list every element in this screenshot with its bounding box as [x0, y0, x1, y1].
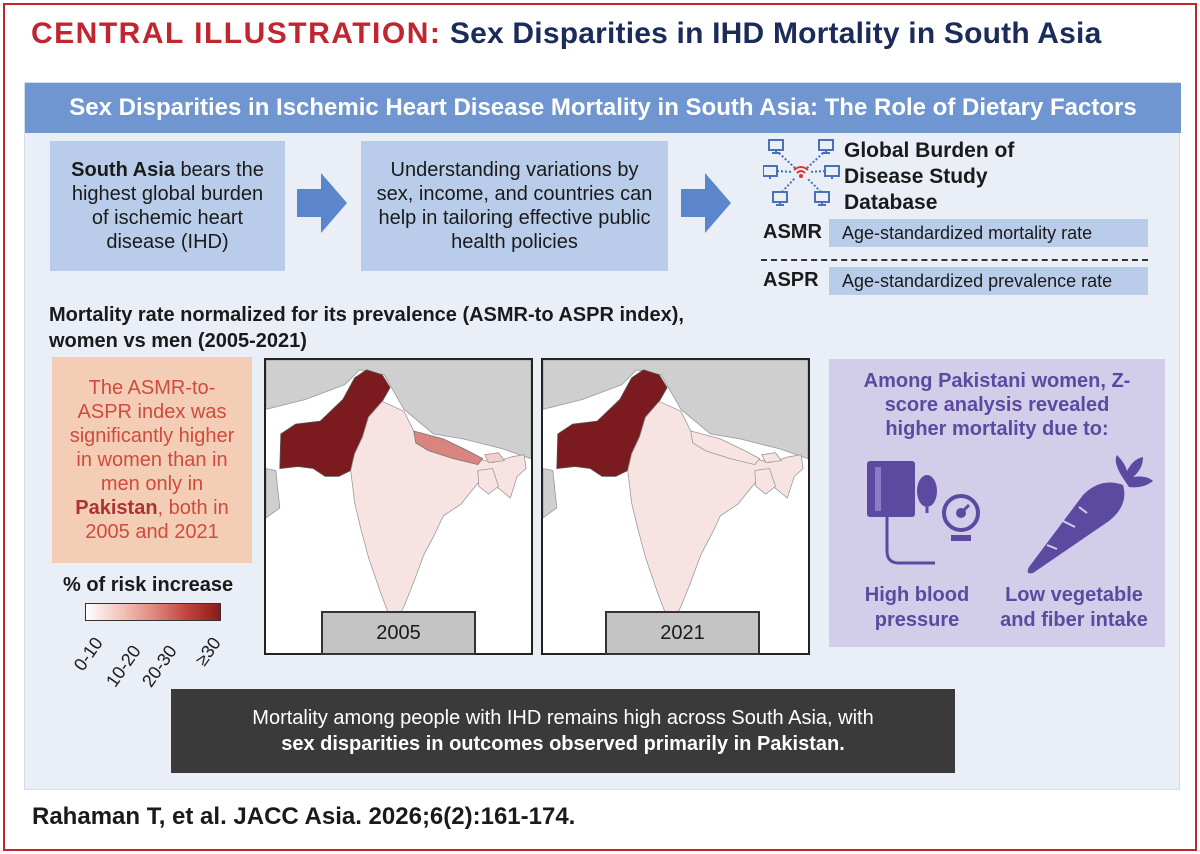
map-year-2021: 2021	[605, 611, 760, 655]
header: CENTRAL ILLUSTRATION: Sex Disparities in…	[5, 5, 1195, 63]
section-title-line2: women vs men (2005-2021)	[49, 330, 307, 352]
section-title: Mortality rate normalized for its preval…	[49, 302, 684, 354]
blood-pressure-icon	[867, 461, 980, 565]
conclusion-line1: Mortality among people with IHD remains …	[252, 707, 874, 729]
arrow-right-icon	[297, 173, 347, 233]
gbd-title-line1: Global Burden of	[844, 139, 1015, 162]
legend-color-scale	[85, 603, 221, 621]
factor-label: and fiber intake	[1000, 609, 1148, 631]
gbd-title-line2: Disease Study	[844, 165, 988, 188]
panel-title: Sex Disparities in Ischemic Heart Diseas…	[25, 83, 1181, 133]
finding-highlight: Pakistan	[75, 497, 158, 519]
citation: Rahaman T, et al. JACC Asia. 2026;6(2):1…	[32, 803, 576, 830]
legend-title: % of risk increase	[63, 574, 234, 596]
asmr-abbr: ASMR	[763, 221, 822, 243]
factor-label: High blood	[864, 584, 970, 606]
india-region	[350, 400, 527, 620]
variations-text: Understanding variations by sex, income,…	[376, 159, 639, 205]
finding-text: The ASMR-to-ASPR index was significantly…	[69, 377, 235, 495]
conclusion-box: Mortality among people with IHD remains …	[171, 689, 955, 773]
dietary-title: Among Pakistani women, Z-score analysis …	[829, 369, 1165, 441]
header-main-title: Sex Disparities in IHD Mortality in Sout…	[449, 17, 1102, 50]
variations-box: Understanding variations by sex, income,…	[361, 141, 668, 271]
finding-box: The ASMR-to-ASPR index was significantly…	[52, 357, 252, 563]
gbd-title: Global Burden of Disease Study Database	[844, 138, 1014, 216]
aspr-abbr: ASPR	[763, 269, 819, 291]
gbd-title-line3: Database	[844, 191, 938, 214]
south-asia-bold: South Asia	[71, 159, 175, 181]
map-2021	[541, 358, 810, 655]
asmr-definition: Age-standardized mortality rate	[829, 219, 1148, 247]
header-title: CENTRAL ILLUSTRATION: Sex Disparities in…	[31, 17, 1101, 51]
finding-text-end: , both in 2005 and 2021	[85, 497, 229, 543]
factor-high-bp: High blood pressure	[843, 583, 991, 633]
south-asia-text: bears the highest global burden of ische…	[71, 159, 264, 253]
section-title-line1: Mortality rate normalized for its preval…	[49, 304, 684, 326]
south-asia-box: South Asia bears the highest global burd…	[50, 141, 285, 271]
conclusion-line2: sex disparities in outcomes observed pri…	[281, 733, 845, 755]
aspr-definition: Age-standardized prevalence rate	[829, 267, 1148, 295]
factor-label: pressure	[874, 609, 960, 631]
illustration-frame: CENTRAL ILLUSTRATION: Sex Disparities in…	[3, 3, 1197, 851]
nepal-region	[413, 430, 484, 466]
factor-label: Low vegetable	[1005, 584, 1143, 606]
dietary-title-text: Among Pakistani women, Z-score analysis …	[863, 370, 1131, 440]
header-label: CENTRAL ILLUSTRATION:	[31, 17, 442, 50]
divider	[761, 259, 1148, 261]
carrot-icon	[1027, 455, 1153, 574]
nepal-region	[690, 430, 761, 466]
india-region	[627, 400, 804, 620]
factor-low-vegetable: Low vegetable and fiber intake	[989, 583, 1159, 633]
map-2005	[264, 358, 533, 655]
dietary-box: Among Pakistani women, Z-score analysis …	[829, 359, 1165, 647]
network-computers-icon	[763, 139, 840, 206]
policy-text: can help in tailoring effective public h…	[378, 183, 653, 253]
map-year-2005: 2005	[321, 611, 476, 655]
arrow-right-icon	[681, 173, 731, 233]
